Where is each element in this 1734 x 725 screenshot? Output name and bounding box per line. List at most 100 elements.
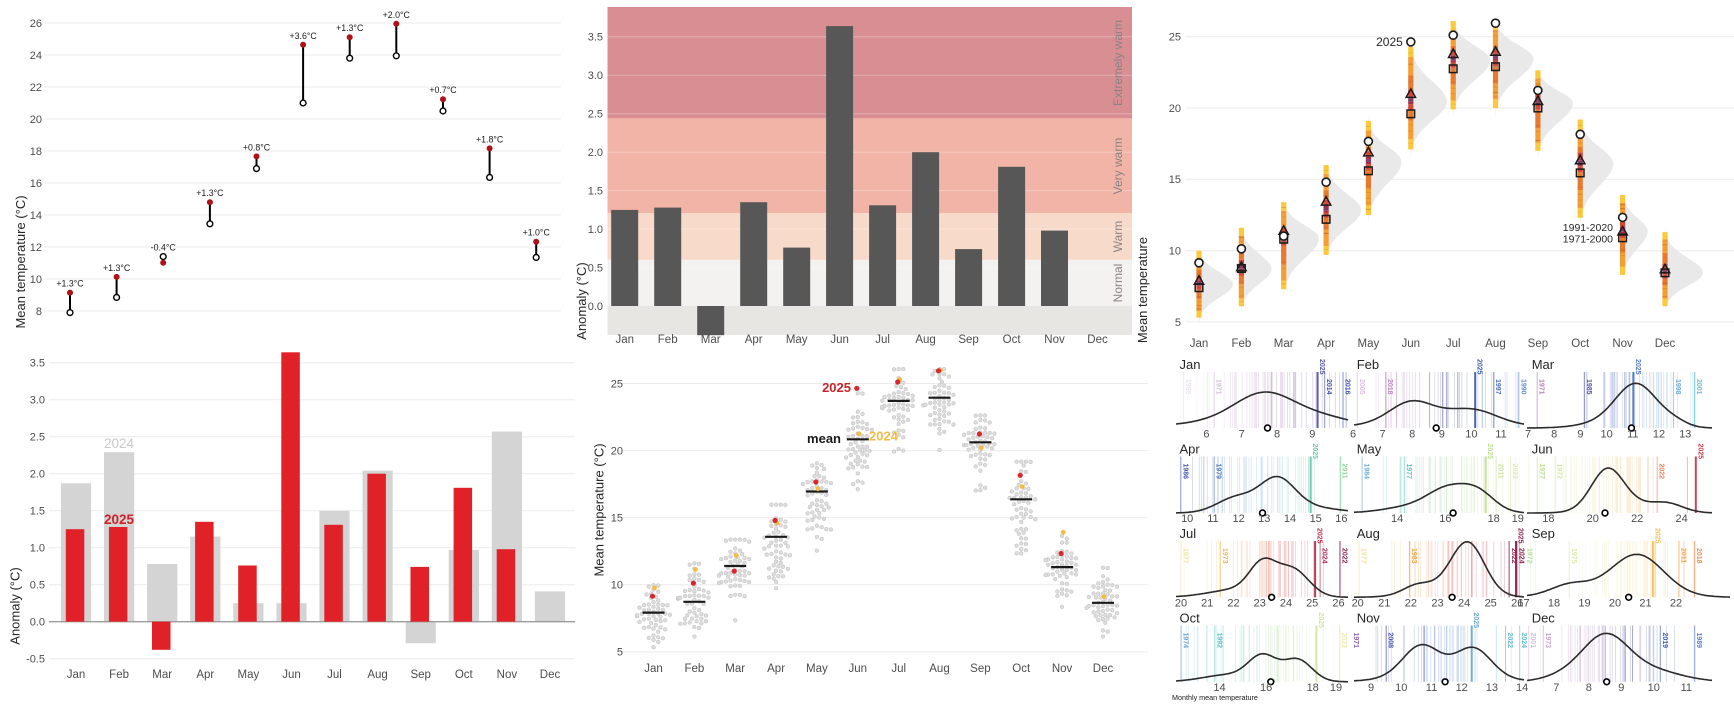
svg-text:2022: 2022 (1658, 464, 1665, 480)
svg-text:2024: 2024 (1520, 633, 1527, 649)
svg-text:24: 24 (1280, 598, 1292, 610)
svg-text:2014: 2014 (1325, 379, 1332, 395)
svg-text:5: 5 (1175, 317, 1181, 329)
svg-text:1984: 1984 (1363, 464, 1370, 480)
svg-text:Feb: Feb (1357, 357, 1379, 372)
svg-text:13: 13 (1679, 429, 1691, 441)
svg-text:1989: 1989 (1695, 633, 1702, 649)
svg-text:Apr: Apr (196, 669, 214, 681)
svg-text:Nov: Nov (1044, 334, 1065, 346)
svg-text:8: 8 (36, 306, 42, 318)
svg-text:20: 20 (1175, 598, 1187, 610)
svg-text:1983: 1983 (1410, 548, 1417, 564)
svg-text:16: 16 (30, 178, 42, 190)
svg-text:Nov: Nov (1052, 663, 1073, 675)
svg-text:Mean temperature (°C): Mean temperature (°C) (592, 443, 607, 576)
svg-text:Oct: Oct (455, 669, 474, 681)
svg-text:25: 25 (1169, 32, 1181, 44)
svg-text:Dec: Dec (1087, 334, 1108, 346)
svg-text:1977: 1977 (1538, 464, 1545, 480)
svg-text:9: 9 (1309, 429, 1315, 441)
svg-text:1.5: 1.5 (588, 185, 603, 197)
svg-text:22: 22 (1670, 598, 1682, 610)
svg-text:Feb: Feb (684, 663, 704, 675)
svg-text:1979: 1979 (1215, 464, 1222, 480)
svg-text:May: May (238, 669, 260, 681)
svg-text:2.5: 2.5 (30, 432, 45, 444)
svg-text:+1.8°C: +1.8°C (476, 134, 504, 144)
svg-text:Mar: Mar (1532, 357, 1555, 372)
svg-text:14: 14 (1391, 513, 1403, 525)
svg-text:2024: 2024 (1518, 548, 1525, 564)
svg-text:Dec: Dec (1093, 663, 1114, 675)
svg-text:-0.4°C: -0.4°C (151, 243, 177, 253)
svg-text:10: 10 (1600, 429, 1612, 441)
svg-text:Aug: Aug (929, 663, 949, 675)
svg-text:Aug: Aug (367, 669, 387, 681)
svg-text:1971: 1971 (1352, 633, 1359, 649)
svg-text:1977: 1977 (1182, 548, 1189, 564)
svg-text:Aug: Aug (915, 334, 935, 346)
svg-text:+0.7°C: +0.7°C (429, 85, 457, 95)
svg-text:2019: 2019 (1661, 633, 1668, 649)
svg-text:1971: 1971 (1215, 379, 1222, 395)
svg-text:Jan: Jan (644, 663, 663, 675)
svg-text:3.0: 3.0 (588, 70, 603, 82)
svg-text:May: May (806, 663, 828, 675)
svg-text:20: 20 (1609, 598, 1621, 610)
svg-text:20: 20 (1169, 103, 1181, 115)
svg-text:11: 11 (1207, 513, 1218, 525)
svg-text:26: 26 (1511, 598, 1523, 610)
svg-text:2025: 2025 (1653, 528, 1660, 544)
svg-text:Jun: Jun (282, 669, 301, 681)
svg-text:1990: 1990 (1519, 379, 1526, 395)
svg-text:Nov: Nov (1357, 611, 1381, 626)
svg-text:1977: 1977 (1360, 548, 1367, 564)
svg-text:2024: 2024 (869, 429, 899, 444)
svg-text:10: 10 (1395, 682, 1407, 694)
svg-text:22: 22 (1405, 598, 1417, 610)
svg-text:2022: 2022 (1340, 548, 1347, 564)
svg-text:1975: 1975 (1570, 548, 1577, 564)
svg-text:Anomaly (°C): Anomaly (°C) (574, 262, 589, 339)
svg-text:Anomaly (°C): Anomaly (°C) (8, 567, 23, 644)
svg-text:24: 24 (30, 50, 42, 62)
svg-text:Feb: Feb (1231, 338, 1251, 350)
svg-text:1.5: 1.5 (30, 506, 45, 518)
svg-text:Warm: Warm (1111, 221, 1125, 253)
svg-text:18: 18 (1542, 513, 1554, 525)
svg-text:Feb: Feb (658, 334, 678, 346)
svg-text:Jul: Jul (1446, 338, 1461, 350)
svg-text:2.5: 2.5 (588, 109, 603, 121)
svg-text:23: 23 (1431, 598, 1443, 610)
svg-text:10: 10 (1465, 429, 1477, 441)
svg-text:25: 25 (1485, 598, 1497, 610)
svg-text:9: 9 (1439, 429, 1445, 441)
svg-text:14: 14 (30, 210, 42, 222)
svg-text:Oct: Oct (1571, 338, 1590, 350)
svg-text:23: 23 (1254, 598, 1266, 610)
svg-text:mean: mean (807, 431, 841, 446)
svg-text:May: May (786, 334, 808, 346)
svg-text:1985: 1985 (1585, 379, 1592, 395)
svg-text:9: 9 (1577, 429, 1583, 441)
svg-text:Jan: Jan (1190, 338, 1209, 350)
svg-text:2024: 2024 (104, 436, 135, 451)
svg-text:7: 7 (1239, 429, 1245, 441)
svg-text:0.5: 0.5 (30, 580, 45, 592)
svg-text:2025: 2025 (1311, 444, 1318, 460)
svg-text:Extremely warm: Extremely warm (1111, 20, 1125, 106)
svg-text:Sep: Sep (1528, 338, 1548, 350)
svg-text:Dec: Dec (1655, 338, 1676, 350)
svg-text:17: 17 (1517, 598, 1529, 610)
svg-text:21: 21 (1378, 598, 1390, 610)
svg-text:11: 11 (1426, 682, 1437, 694)
svg-text:10: 10 (1181, 513, 1193, 525)
svg-text:20: 20 (611, 445, 623, 457)
svg-text:12: 12 (1653, 429, 1665, 441)
svg-text:10: 10 (611, 580, 623, 592)
svg-text:2025: 2025 (1696, 444, 1703, 460)
svg-text:2001: 2001 (1695, 379, 1702, 395)
svg-text:2022: 2022 (1510, 548, 1517, 564)
svg-text:12: 12 (30, 242, 42, 254)
